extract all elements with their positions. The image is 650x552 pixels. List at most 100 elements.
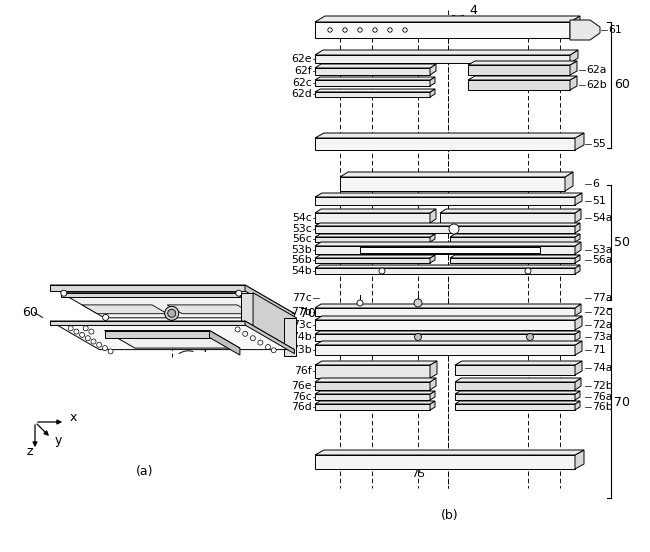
Polygon shape — [253, 293, 296, 356]
Text: 72a: 72a — [592, 320, 612, 330]
Polygon shape — [360, 247, 540, 253]
Polygon shape — [240, 293, 283, 322]
Polygon shape — [245, 321, 294, 354]
Polygon shape — [468, 80, 570, 90]
Text: 74a: 74a — [592, 363, 612, 373]
Polygon shape — [82, 305, 167, 314]
Polygon shape — [450, 237, 575, 242]
Polygon shape — [245, 285, 294, 320]
Text: 72b: 72b — [592, 381, 613, 391]
Polygon shape — [455, 404, 575, 410]
Polygon shape — [575, 133, 584, 150]
Polygon shape — [315, 361, 437, 365]
Text: 4: 4 — [200, 342, 207, 355]
Text: y: y — [55, 434, 62, 447]
Text: 50: 50 — [614, 236, 630, 249]
Text: 73a: 73a — [592, 332, 612, 342]
Circle shape — [526, 333, 534, 341]
Text: 55: 55 — [592, 139, 606, 149]
Text: 54c: 54c — [292, 213, 312, 223]
Text: 53a: 53a — [592, 245, 612, 255]
Polygon shape — [315, 378, 436, 382]
Text: 62f: 62f — [294, 66, 312, 76]
Polygon shape — [575, 316, 582, 330]
Polygon shape — [61, 293, 283, 318]
Polygon shape — [315, 341, 582, 345]
Polygon shape — [468, 65, 570, 75]
Polygon shape — [315, 394, 430, 400]
Polygon shape — [315, 255, 435, 258]
Polygon shape — [315, 404, 430, 410]
Polygon shape — [105, 331, 209, 337]
Polygon shape — [105, 331, 240, 348]
Polygon shape — [315, 89, 435, 92]
Text: (a): (a) — [136, 465, 154, 479]
Polygon shape — [315, 391, 435, 394]
Text: 4: 4 — [469, 4, 477, 17]
Text: 77b: 77b — [291, 307, 312, 317]
Polygon shape — [315, 308, 575, 316]
Polygon shape — [315, 50, 578, 55]
Polygon shape — [315, 55, 570, 63]
Circle shape — [357, 300, 363, 306]
Text: 51: 51 — [592, 196, 606, 206]
Polygon shape — [575, 401, 580, 410]
Circle shape — [388, 28, 392, 32]
Polygon shape — [565, 172, 573, 191]
Circle shape — [525, 268, 531, 274]
Polygon shape — [50, 285, 294, 314]
Polygon shape — [468, 61, 577, 65]
Polygon shape — [315, 223, 580, 226]
Polygon shape — [315, 64, 436, 68]
Polygon shape — [315, 365, 430, 378]
Text: 71: 71 — [592, 345, 606, 355]
Text: 54b: 54b — [291, 266, 312, 276]
Polygon shape — [455, 378, 581, 382]
Polygon shape — [575, 209, 581, 223]
Text: 56b: 56b — [291, 255, 312, 265]
Polygon shape — [209, 331, 240, 355]
Polygon shape — [315, 133, 584, 138]
Circle shape — [278, 315, 283, 320]
Circle shape — [235, 327, 240, 332]
Polygon shape — [430, 378, 436, 390]
Polygon shape — [340, 172, 573, 177]
Text: 61: 61 — [608, 25, 622, 35]
Polygon shape — [61, 293, 240, 297]
Polygon shape — [575, 255, 580, 263]
Circle shape — [242, 331, 248, 336]
Text: 72c: 72c — [592, 307, 612, 317]
Polygon shape — [430, 89, 435, 97]
Circle shape — [103, 346, 107, 351]
Polygon shape — [315, 455, 575, 469]
Polygon shape — [315, 80, 430, 86]
Text: (b): (b) — [441, 508, 459, 522]
Polygon shape — [340, 177, 565, 191]
Text: 73c: 73c — [292, 320, 312, 330]
Polygon shape — [575, 265, 580, 274]
Polygon shape — [575, 234, 580, 242]
Text: 75: 75 — [411, 469, 425, 479]
Text: 54a: 54a — [592, 213, 612, 223]
Text: x: x — [70, 411, 77, 424]
Polygon shape — [570, 20, 600, 40]
Circle shape — [343, 28, 347, 32]
Text: 70: 70 — [300, 307, 316, 320]
Polygon shape — [455, 394, 575, 400]
Text: 62b: 62b — [586, 80, 606, 90]
Polygon shape — [570, 50, 578, 63]
Polygon shape — [575, 391, 580, 400]
Polygon shape — [570, 61, 577, 75]
Circle shape — [97, 342, 101, 347]
Circle shape — [414, 299, 422, 307]
Text: 53c: 53c — [292, 224, 312, 234]
Polygon shape — [430, 391, 435, 400]
Polygon shape — [315, 304, 581, 308]
Polygon shape — [575, 361, 582, 375]
Text: 76e: 76e — [291, 381, 312, 391]
Text: 76c: 76c — [292, 392, 312, 402]
Text: 62a: 62a — [586, 65, 606, 75]
Circle shape — [68, 326, 73, 331]
Polygon shape — [315, 213, 430, 223]
Polygon shape — [575, 378, 581, 390]
